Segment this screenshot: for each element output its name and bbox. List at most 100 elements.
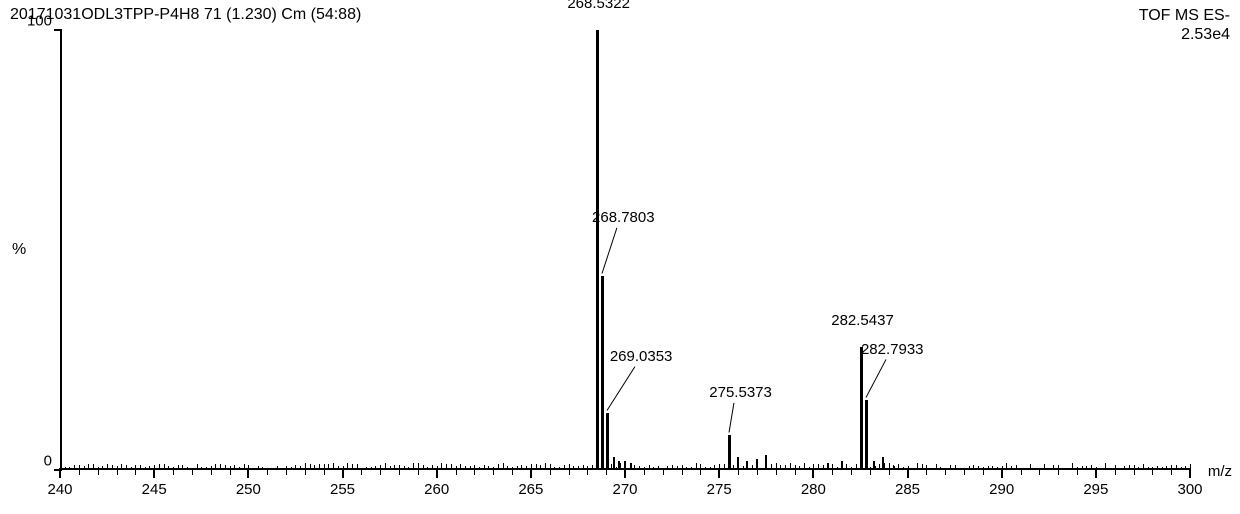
baseline-noise [135, 465, 136, 470]
baseline-noise [837, 467, 838, 470]
minor-peak [841, 461, 843, 470]
baseline-noise [1096, 467, 1097, 470]
x-tick-label: 270 [612, 481, 637, 498]
baseline-noise [338, 466, 339, 470]
baseline-noise [973, 465, 974, 470]
baseline-noise [390, 466, 391, 470]
baseline-noise [983, 467, 984, 470]
baseline-noise [93, 464, 94, 470]
baseline-noise [404, 466, 405, 470]
baseline-noise [1035, 468, 1036, 470]
baseline-noise [347, 463, 348, 470]
baseline-noise [851, 467, 852, 470]
baseline-noise [470, 466, 471, 470]
baseline-noise [1021, 468, 1022, 470]
baseline-noise [498, 464, 499, 470]
baseline-noise [230, 466, 231, 470]
baseline-noise [258, 466, 259, 470]
baseline-noise [503, 463, 504, 470]
baseline-noise [536, 464, 537, 470]
baseline-noise [145, 467, 146, 470]
baseline-noise [112, 465, 113, 470]
baseline-noise [922, 464, 923, 470]
baseline-noise [955, 465, 956, 470]
baseline-noise [149, 466, 150, 470]
baseline-noise [314, 465, 315, 470]
baseline-noise [291, 467, 292, 470]
baseline-noise [168, 466, 169, 470]
baseline-noise [950, 465, 951, 470]
baseline-noise [992, 466, 993, 470]
peak [860, 347, 863, 470]
baseline-noise [201, 467, 202, 470]
y-tick-label: 100 [12, 13, 52, 30]
baseline-noise [310, 464, 311, 470]
baseline-noise [639, 466, 640, 470]
baseline-noise [573, 466, 574, 470]
baseline-noise [427, 467, 428, 470]
baseline-noise [371, 467, 372, 470]
baseline-noise [1006, 463, 1007, 470]
baseline-noise [300, 466, 301, 470]
baseline-noise [917, 463, 918, 470]
baseline-noise [74, 465, 75, 470]
baseline-noise [1101, 468, 1102, 471]
baseline-noise [1129, 465, 1130, 470]
peak [728, 435, 731, 470]
baseline-noise [197, 464, 198, 471]
baseline-noise [375, 466, 376, 470]
minor-peak [746, 461, 748, 470]
baseline-noise [1086, 466, 1087, 470]
peak-label: 282.7933 [861, 341, 924, 358]
baseline-noise [1082, 466, 1083, 470]
x-tick-label: 250 [236, 481, 261, 498]
baseline-noise [164, 464, 165, 470]
baseline-noise [569, 464, 570, 470]
baseline-noise [686, 467, 687, 471]
baseline-noise [587, 466, 588, 470]
minor-peak [873, 461, 875, 470]
baseline-noise [451, 464, 452, 470]
baseline-noise [526, 466, 527, 470]
baseline-noise [84, 466, 85, 470]
baseline-noise [879, 464, 880, 470]
baseline-noise [818, 464, 819, 470]
baseline-noise [696, 463, 697, 470]
baseline-noise [1039, 468, 1040, 470]
baseline-noise [908, 466, 909, 470]
x-tick-label: 300 [1177, 481, 1202, 498]
peak-callout-line [865, 359, 886, 397]
baseline-noise [540, 465, 541, 470]
baseline-noise [583, 465, 584, 470]
peak-label: 269.0353 [610, 348, 673, 365]
baseline-noise [550, 464, 551, 470]
baseline-noise [616, 467, 617, 470]
baseline-noise [272, 468, 273, 470]
baseline-noise [488, 466, 489, 471]
baseline-noise [117, 466, 118, 470]
baseline-noise [131, 467, 132, 470]
baseline-noise [813, 464, 814, 470]
plot-area: % m/z 0100240245250255260265270275280285… [60, 30, 1190, 470]
baseline-noise [399, 465, 400, 470]
baseline-noise [281, 468, 282, 470]
baseline-noise [1072, 463, 1073, 470]
baseline-noise [277, 466, 278, 470]
baseline-noise [531, 464, 532, 470]
baseline-noise [564, 465, 565, 470]
baseline-noise [1025, 468, 1026, 470]
baseline-noise [102, 466, 103, 470]
baseline-noise [875, 466, 876, 470]
baseline-noise [1068, 468, 1069, 471]
peak [606, 413, 609, 470]
baseline-noise [969, 466, 970, 470]
baseline-noise [743, 466, 744, 470]
baseline-noise [889, 463, 890, 470]
baseline-noise [328, 464, 329, 470]
baseline-noise [700, 464, 701, 470]
baseline-noise [484, 465, 485, 470]
baseline-noise [649, 465, 650, 470]
baseline-noise [691, 467, 692, 471]
x-tick-label: 280 [801, 481, 826, 498]
baseline-noise [521, 465, 522, 470]
